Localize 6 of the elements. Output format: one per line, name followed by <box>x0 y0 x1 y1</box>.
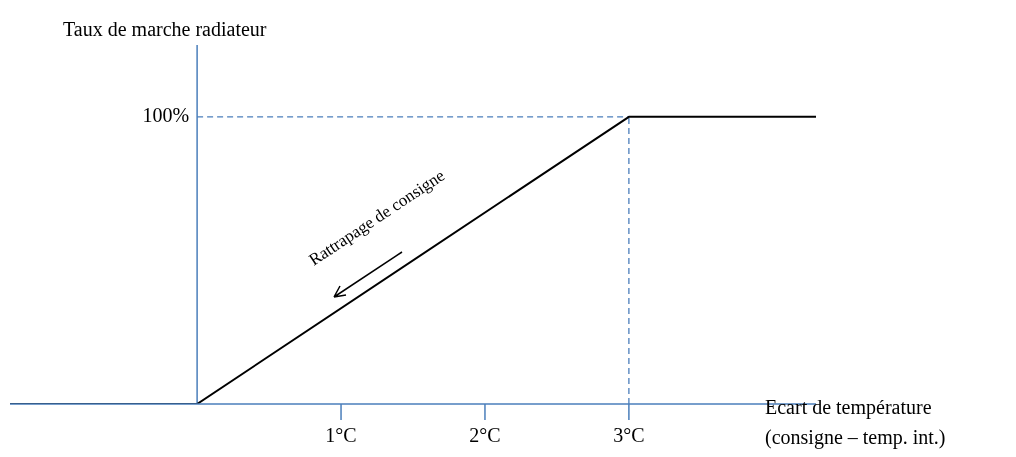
y-axis-title: Taux de marche radiateur <box>63 18 267 41</box>
x-tick-label: 2°C <box>469 424 501 446</box>
ref-line-label: 100% <box>142 103 190 127</box>
x-axis-title: Ecart de température (consigne – temp. int.) <box>765 395 946 451</box>
x-tick-label: 1°C <box>325 424 357 446</box>
x-tick-label: 3°C <box>613 424 645 446</box>
